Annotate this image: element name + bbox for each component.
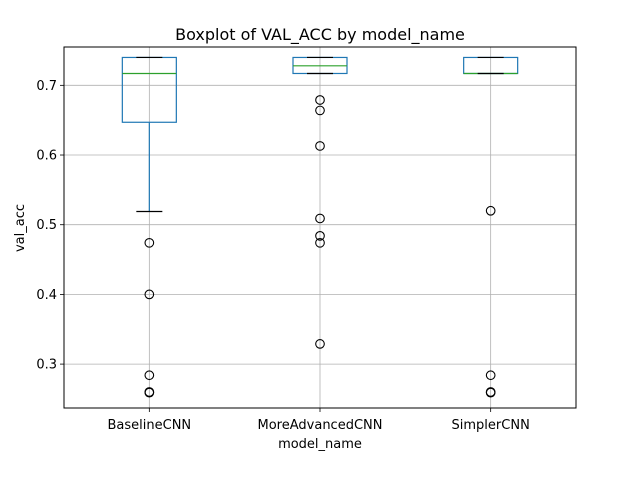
outlier-point [485, 387, 496, 398]
y-tick-label: 0.7 [36, 79, 57, 94]
axis-ticks: BaselineCNN MoreAdvancedCNN SimplerCNN 0.3 0… [36, 79, 529, 433]
outlier-point [144, 387, 155, 398]
outlier-point [144, 289, 155, 300]
x-tick-label: BaselineCNN [108, 418, 192, 433]
box-group [121, 56, 177, 398]
y-tick-label: 0.6 [36, 149, 57, 164]
y-tick-label: 0.3 [36, 358, 57, 373]
x-axis-label: model_name [278, 437, 362, 452]
chart-title: Boxplot of VAL_ACC by model_name [175, 25, 465, 45]
outlier-point [315, 237, 325, 248]
outlier-point [315, 141, 325, 151]
outlier-point [485, 370, 496, 381]
outlier-point [144, 237, 155, 248]
y-tick-label: 0.5 [36, 218, 57, 233]
x-tick-label: SimplerCNN [452, 418, 530, 433]
outlier-point [144, 370, 155, 381]
outlier-point [315, 231, 325, 241]
outlier-point [315, 95, 325, 105]
box-group [463, 56, 519, 398]
outlier-point [315, 105, 325, 116]
boxes [121, 56, 519, 398]
outlier-point [315, 213, 325, 224]
x-tick-label: MoreAdvancedCNN [258, 418, 383, 433]
y-tick-label: 0.4 [36, 288, 57, 303]
box-group [292, 56, 348, 349]
outlier-point [315, 339, 325, 349]
y-axis-label: val_acc [13, 204, 28, 252]
grid [64, 47, 576, 408]
outlier-point [485, 205, 496, 216]
